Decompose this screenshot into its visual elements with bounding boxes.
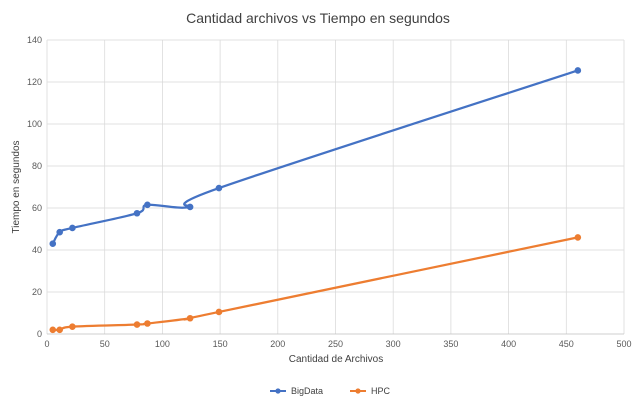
- data-point-hpc: [49, 326, 57, 334]
- legend-item-bigdata: BigData: [270, 386, 323, 396]
- data-point-hpc: [69, 323, 76, 330]
- legend-label: BigData: [291, 386, 323, 396]
- data-point-hpc: [133, 321, 141, 328]
- y-tick-label: 0: [37, 329, 42, 339]
- data-point-bigdata: [144, 201, 151, 209]
- y-tick-label: 140: [27, 35, 42, 45]
- data-point-hpc: [186, 314, 194, 322]
- x-tick-label: 0: [44, 339, 49, 349]
- data-point-bigdata: [69, 224, 76, 232]
- series-bigdata: [49, 67, 582, 247]
- x-tick-label: 50: [100, 339, 110, 349]
- y-tick-label: 100: [27, 119, 42, 129]
- y-tick-label: 60: [32, 203, 42, 213]
- data-point-hpc: [144, 320, 151, 327]
- data-point-hpc: [574, 234, 582, 241]
- x-tick-label: 100: [155, 339, 170, 349]
- legend: BigData HPC: [270, 386, 391, 396]
- y-tick-label: 120: [27, 77, 42, 87]
- x-tick-label: 200: [270, 339, 285, 349]
- data-point-bigdata: [56, 228, 63, 236]
- y-tick-label: 80: [32, 161, 42, 171]
- series-line-hpc: [52, 236, 579, 332]
- x-tick-label: 450: [559, 339, 574, 349]
- axes: 0 20 40 60 80 100 120 140 0 50 100 150 200 250 300 350 4…: [27, 35, 632, 349]
- x-tick-label: 300: [386, 339, 401, 349]
- data-point-hpc: [56, 326, 63, 334]
- gridlines: [46, 39, 625, 334]
- data-point-bigdata: [49, 240, 57, 247]
- chart-title: Cantidad archivos vs Tiempo en segundos: [186, 10, 450, 26]
- x-tick-label: 150: [213, 339, 228, 349]
- legend-label: HPC: [371, 386, 391, 396]
- legend-swatch-marker: [355, 388, 361, 394]
- y-tick-label: 20: [32, 287, 42, 297]
- data-point-bigdata: [574, 67, 582, 74]
- series-hpc: [49, 234, 582, 334]
- x-tick-label: 350: [443, 339, 458, 349]
- x-tick-label: 500: [616, 339, 631, 349]
- series-line-bigdata: [51, 69, 579, 245]
- data-point-hpc: [215, 308, 223, 316]
- y-axis-title: Tiempo en segundos: [11, 140, 22, 233]
- data-point-bigdata: [186, 203, 194, 211]
- legend-swatch-marker: [275, 388, 281, 394]
- y-tick-label: 40: [32, 245, 42, 255]
- series-group: [49, 67, 582, 334]
- x-tick-label: 250: [328, 339, 343, 349]
- data-point-bigdata: [133, 209, 141, 217]
- x-axis-title: Cantidad de Archivos: [289, 354, 384, 365]
- data-point-bigdata: [215, 184, 223, 192]
- x-tick-label: 400: [501, 339, 516, 349]
- legend-item-hpc: HPC: [350, 386, 391, 396]
